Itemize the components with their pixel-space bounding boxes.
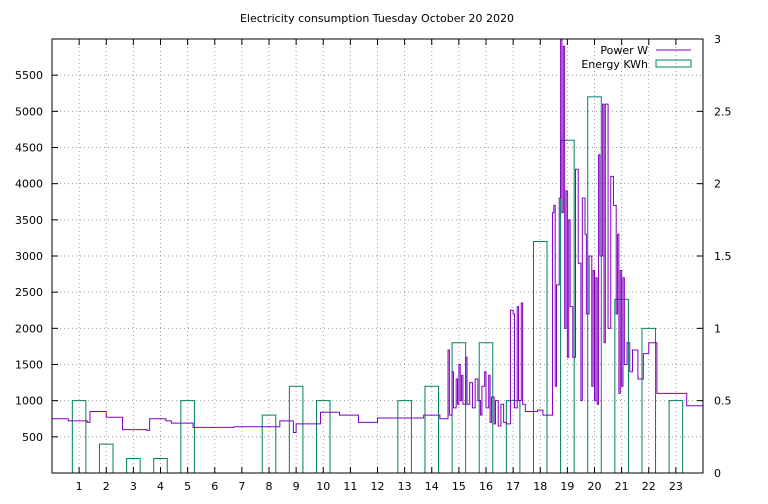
x-tick-label: 3 (130, 480, 137, 493)
x-tick-label: 14 (425, 480, 439, 493)
y2-tick-label: 0 (714, 467, 721, 480)
chart-title: Electricity consumption Tuesday October … (240, 12, 514, 25)
y-tick-label: 2500 (15, 286, 43, 299)
y2-tick-label: 0.5 (714, 395, 732, 408)
y-tick-label: 4000 (15, 178, 43, 191)
y-tick-label: 4500 (15, 142, 43, 155)
y-tick-label: 3000 (15, 250, 43, 263)
x-tick-label: 10 (316, 480, 330, 493)
legend-label-power: Power W (600, 44, 648, 57)
x-tick-label: 23 (669, 480, 683, 493)
y2-tick-label: 1.5 (714, 250, 732, 263)
x-tick-label: 19 (560, 480, 574, 493)
y-tick-label: 5000 (15, 105, 43, 118)
x-tick-label: 7 (238, 480, 245, 493)
x-tick-label: 12 (371, 480, 385, 493)
x-tick-label: 17 (506, 480, 520, 493)
y-tick-label: 2000 (15, 322, 43, 335)
x-tick-label: 11 (343, 480, 357, 493)
x-tick-label: 5 (184, 480, 191, 493)
y2-tick-label: 2.5 (714, 105, 732, 118)
y-tick-label: 5500 (15, 69, 43, 82)
legend-swatch-energy (656, 60, 691, 67)
x-tick-label: 9 (293, 480, 300, 493)
energy-series (72, 97, 682, 473)
x-tick-label: 13 (398, 480, 412, 493)
x-tick-label: 8 (266, 480, 273, 493)
x-tick-label: 1 (76, 480, 83, 493)
y2-tick-label: 1 (714, 322, 721, 335)
y2-tick-label: 3 (714, 33, 721, 46)
x-tick-label: 4 (157, 480, 164, 493)
y-tick-label: 1500 (15, 359, 43, 372)
x-tick-label: 22 (642, 480, 656, 493)
x-tick-label: 21 (615, 480, 629, 493)
x-tick-label: 20 (588, 480, 602, 493)
y-tick-label: 500 (22, 431, 43, 444)
x-tick-label: 15 (452, 480, 466, 493)
legend-label-energy: Energy KWh (581, 58, 648, 71)
x-tick-label: 6 (211, 480, 218, 493)
y2-tick-label: 2 (714, 178, 721, 191)
y-tick-label: 1000 (15, 395, 43, 408)
x-tick-label: 16 (479, 480, 493, 493)
x-tick-label: 18 (533, 480, 547, 493)
energy-bar (533, 242, 547, 473)
x-tick-label: 2 (103, 480, 110, 493)
y-tick-label: 3500 (15, 214, 43, 227)
